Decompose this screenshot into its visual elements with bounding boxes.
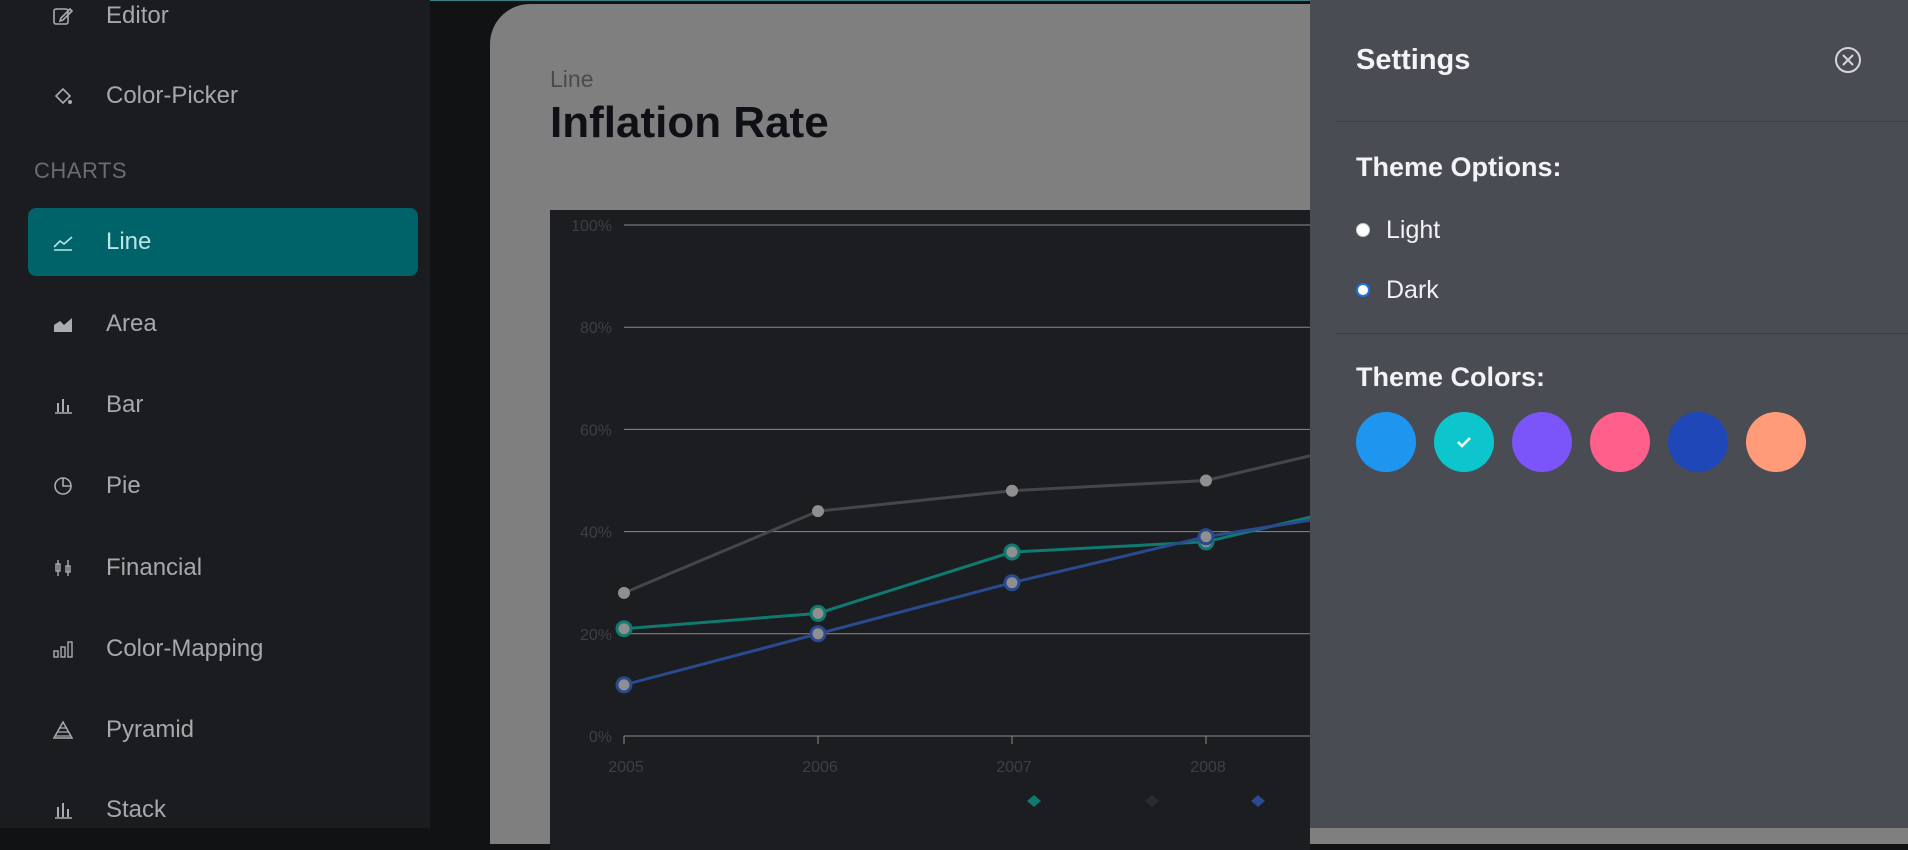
area-chart-icon — [52, 313, 74, 335]
sidebar-item-line[interactable]: Line — [28, 208, 418, 276]
data-point — [1197, 528, 1215, 546]
series-line — [623, 454, 1310, 595]
legend-marker — [1251, 795, 1265, 807]
data-point — [615, 620, 633, 638]
settings-title: Settings — [1356, 44, 1471, 76]
x-tick-label: 2008 — [1190, 759, 1226, 776]
sidebar-item-pie[interactable]: Pie — [28, 452, 418, 520]
sidebar-item-color-picker[interactable]: Color-Picker — [28, 62, 418, 130]
sidebar-item-label: Editor — [106, 2, 169, 29]
data-point — [812, 505, 824, 518]
data-point — [1003, 574, 1021, 592]
color-swatch[interactable] — [1512, 412, 1572, 472]
sidebar-item-label: Pyramid — [106, 716, 195, 743]
sidebar-item-financial[interactable]: Financial — [28, 534, 418, 602]
sidebar-item-bar[interactable]: Bar — [28, 371, 418, 439]
color-swatch[interactable] — [1746, 412, 1806, 472]
divider — [1336, 333, 1908, 334]
sidebar-item-label: Stack — [106, 796, 167, 823]
bar-chart-icon — [52, 394, 74, 416]
pie-chart-icon — [52, 475, 74, 497]
radio-label: Light — [1386, 215, 1441, 244]
sidebar-item-stack[interactable]: Stack — [28, 776, 418, 844]
series-line — [623, 515, 1310, 631]
data-point — [1003, 543, 1021, 561]
sidebar-item-label: Color-Picker — [106, 82, 239, 109]
candlestick-icon — [52, 557, 74, 579]
legend-marker — [1027, 795, 1041, 807]
line-chart-icon — [52, 231, 74, 253]
sidebar: Editor Color-Picker CHARTS Line Area Bar… — [0, 0, 430, 828]
color-swatch[interactable] — [1668, 412, 1728, 472]
sidebar-item-label: Area — [106, 310, 157, 337]
sidebar-item-label: Financial — [106, 554, 203, 581]
data-point — [615, 676, 633, 694]
settings-panel: Settings Theme Options: Light Dark Theme… — [1310, 0, 1908, 828]
paint-bucket-icon — [52, 85, 74, 107]
y-tick-label: 0% — [589, 729, 612, 746]
pyramid-icon — [52, 719, 74, 741]
top-border — [0, 0, 1908, 1]
radio-label: Dark — [1386, 275, 1439, 304]
sidebar-item-label: Pie — [106, 472, 141, 499]
sidebar-item-label: Color-Mapping — [106, 635, 264, 662]
color-swatch[interactable] — [1434, 412, 1494, 472]
radio-button[interactable] — [1356, 283, 1370, 297]
x-tick-label: 2005 — [608, 759, 644, 776]
color-swatch[interactable] — [1356, 412, 1416, 472]
sidebar-item-area[interactable]: Area — [28, 290, 418, 358]
theme-color-swatches — [1356, 412, 1806, 472]
data-point — [1006, 484, 1018, 497]
data-point — [1200, 474, 1212, 487]
data-point — [618, 586, 630, 599]
edit-icon — [52, 5, 74, 27]
sidebar-item-color-mapping[interactable]: Color-Mapping — [28, 615, 418, 683]
sidebar-item-label: Line — [106, 228, 152, 255]
y-tick-label: 40% — [580, 525, 612, 542]
divider — [1336, 121, 1908, 122]
check-icon — [1457, 437, 1471, 448]
line-chart: 0% 20% 40% 60% 80% 100% 2005 2006 2007 2008 — [550, 210, 1310, 850]
legend-marker — [1145, 795, 1159, 807]
radio-dark[interactable]: Dark — [1356, 274, 1439, 306]
sidebar-item-pyramid[interactable]: Pyramid — [28, 696, 418, 764]
y-tick-label: 20% — [580, 627, 612, 644]
y-tick-label: 60% — [580, 422, 612, 439]
stacked-bar-icon — [52, 799, 74, 821]
page-title: Inflation Rate — [550, 98, 829, 147]
radio-button[interactable] — [1356, 223, 1370, 237]
data-point — [809, 625, 827, 643]
radio-light[interactable]: Light — [1356, 214, 1440, 246]
y-tick-label: 100% — [571, 218, 612, 235]
sidebar-item-editor[interactable]: Editor — [28, 0, 418, 50]
x-tick-label: 2007 — [996, 759, 1032, 776]
color-swatch[interactable] — [1590, 412, 1650, 472]
y-tick-label: 80% — [580, 320, 612, 337]
x-tick-label: 2006 — [802, 759, 838, 776]
sidebar-item-label: Bar — [106, 391, 144, 418]
close-button[interactable] — [1834, 46, 1862, 74]
theme-options-title: Theme Options: — [1356, 152, 1562, 182]
chart-svg: 0% 20% 40% 60% 80% 100% 2005 2006 2007 2008 — [571, 218, 1310, 807]
section-label-charts: CHARTS — [34, 158, 128, 183]
close-circle-icon — [1835, 47, 1861, 73]
ascending-bars-icon — [52, 638, 74, 660]
theme-colors-title: Theme Colors: — [1356, 362, 1546, 392]
data-point — [809, 604, 827, 622]
page-subtitle: Line — [550, 66, 594, 92]
